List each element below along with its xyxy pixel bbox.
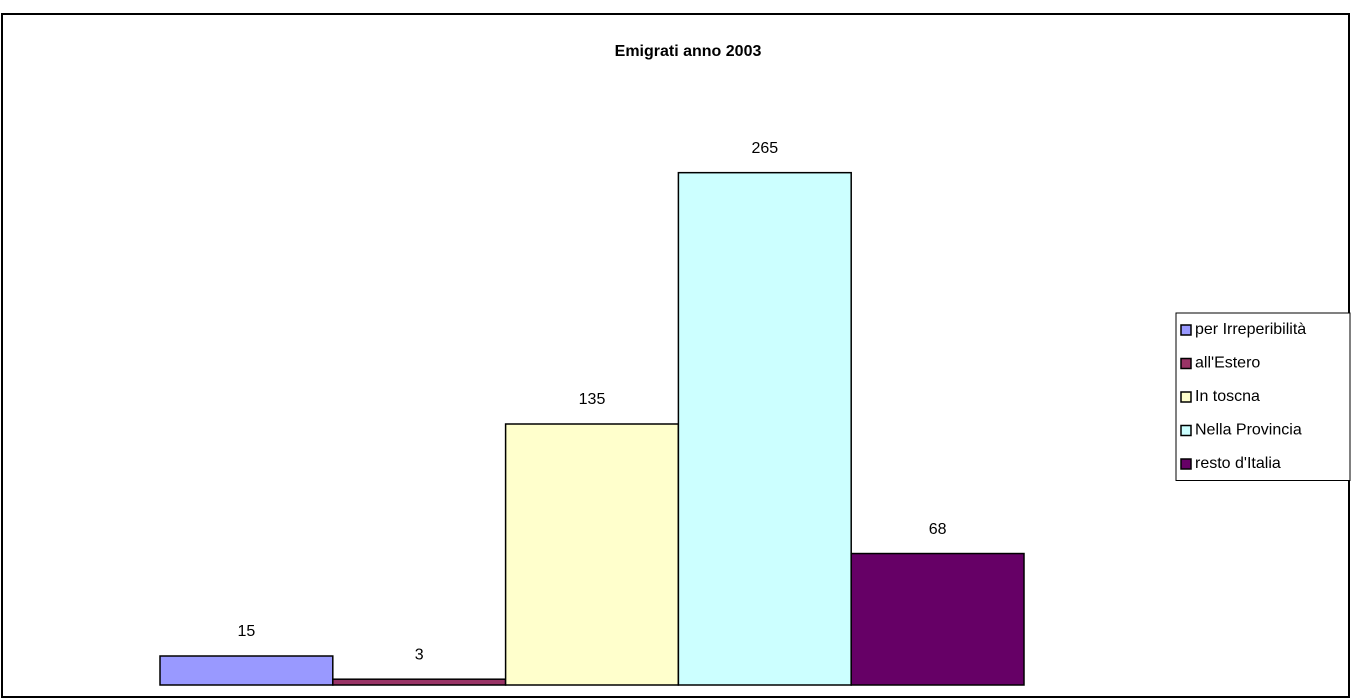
legend-label: all'Estero	[1195, 355, 1260, 372]
bar	[159, 655, 334, 686]
chart-title: Emigrati anno 2003	[615, 43, 762, 60]
bar	[332, 678, 507, 686]
bar	[850, 552, 1025, 686]
legend-swatch	[1180, 324, 1192, 336]
legend-box	[1175, 312, 1351, 481]
legend-swatch	[1180, 391, 1192, 403]
legend-label: per Irreperibilità	[1195, 321, 1306, 338]
data-label: 3	[415, 646, 424, 663]
legend-swatch	[1180, 458, 1192, 470]
data-label: 15	[238, 623, 256, 640]
data-label: 135	[579, 391, 606, 408]
data-label: 68	[929, 521, 947, 538]
bar	[504, 423, 680, 686]
legend-swatch	[1180, 357, 1192, 370]
legend-label: In toscna	[1195, 388, 1260, 405]
legend-swatch	[1180, 424, 1192, 437]
bar	[677, 171, 852, 686]
data-label: 265	[751, 140, 778, 157]
legend-label: Nella Provincia	[1195, 422, 1302, 439]
legend-label: resto d'Italia	[1195, 455, 1281, 472]
